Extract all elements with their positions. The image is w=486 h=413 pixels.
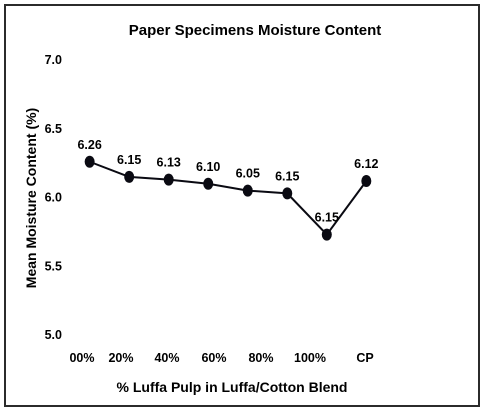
data-point xyxy=(124,170,135,183)
data-labels: 6.26 6.15 6.13 6.10 6.05 6.15 6.15 6.12 xyxy=(77,138,378,225)
data-label: 6.15 xyxy=(275,169,299,183)
y-tick-labels: 7.0 6.5 6.0 5.5 5.0 xyxy=(45,53,62,342)
x-tick-label: 100% xyxy=(294,351,326,365)
y-tick-label: 6.5 xyxy=(45,122,62,136)
data-label: 6.15 xyxy=(315,211,339,225)
y-tick-label: 7.0 xyxy=(45,53,62,67)
data-point xyxy=(163,173,174,186)
x-axis-label: % Luffa Pulp in Luffa/Cotton Blend xyxy=(117,379,348,395)
data-point xyxy=(84,155,95,168)
x-tick-label: 00% xyxy=(69,351,94,365)
data-label: 6.10 xyxy=(196,160,220,174)
data-label: 6.12 xyxy=(354,157,378,171)
y-tick-label: 6.0 xyxy=(45,191,62,205)
y-axis-label: Mean Moisture Content (%) xyxy=(23,108,39,288)
x-tick-label: 20% xyxy=(108,351,133,365)
chart-title: Paper Specimens Moisture Content xyxy=(129,22,382,39)
data-label: 6.26 xyxy=(77,138,101,152)
chart-frame xyxy=(4,4,480,407)
x-tick-labels: 00% 20% 40% 60% 80% 100% CP xyxy=(69,351,373,365)
y-tick-label: 5.5 xyxy=(45,259,62,273)
data-label: 6.13 xyxy=(157,156,181,170)
data-point xyxy=(242,184,253,197)
data-point xyxy=(321,228,332,241)
series-group xyxy=(84,155,372,241)
data-label: 6.05 xyxy=(236,167,260,181)
y-tick-label: 5.0 xyxy=(45,328,62,342)
data-point xyxy=(203,177,214,190)
series-line xyxy=(89,160,368,237)
data-point xyxy=(361,175,372,187)
x-tick-label: CP xyxy=(356,351,373,365)
x-tick-label: 60% xyxy=(201,351,226,365)
data-point xyxy=(282,187,293,200)
data-label: 6.15 xyxy=(117,153,141,167)
x-tick-label: 40% xyxy=(154,351,179,365)
x-tick-label: 80% xyxy=(248,351,273,365)
